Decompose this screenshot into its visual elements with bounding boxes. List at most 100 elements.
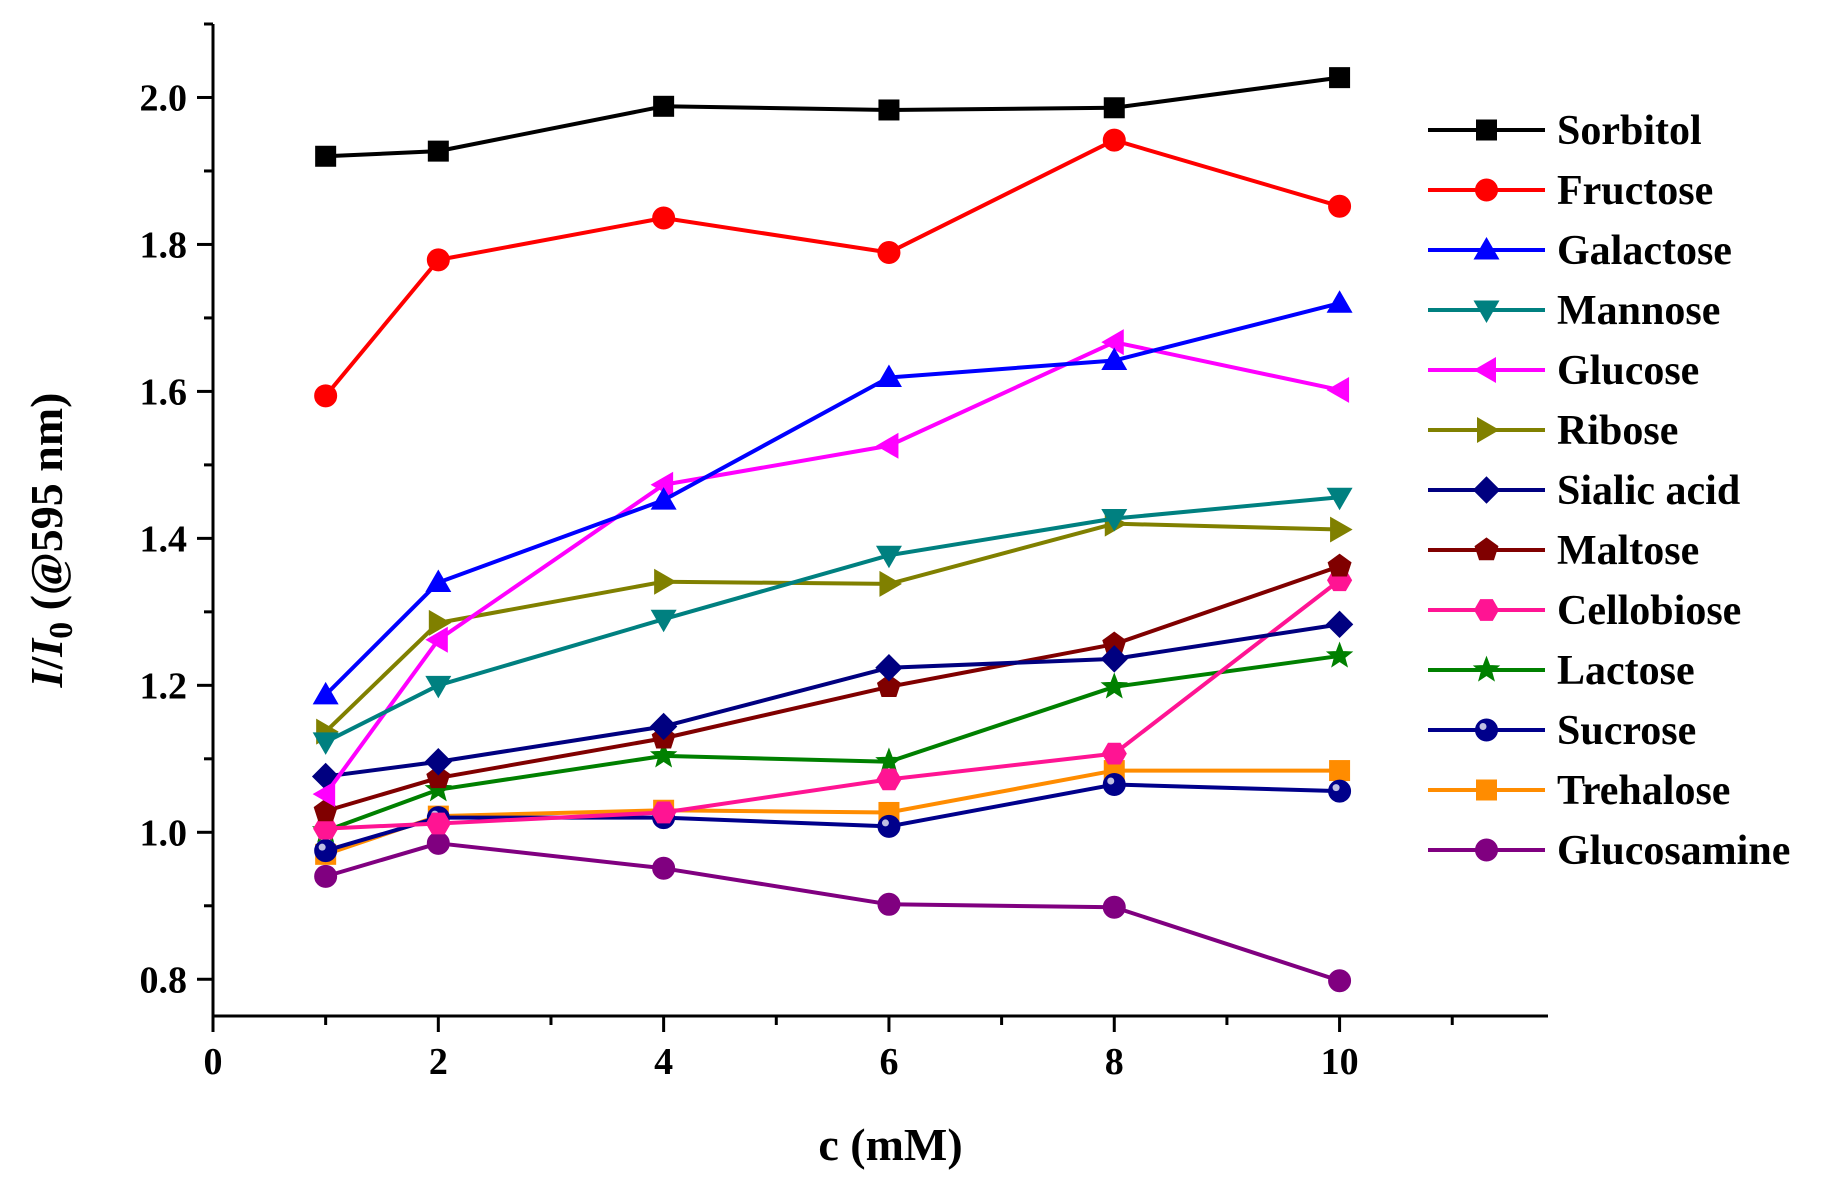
- data-point-mannose: [650, 609, 677, 633]
- data-point-fructose: [652, 206, 676, 230]
- series-line-sialic-acid: [325, 622, 1340, 779]
- series-fructose: [314, 128, 1352, 408]
- data-point-glucose: [1326, 376, 1350, 403]
- data-point-maltose: [426, 765, 451, 789]
- data-point-maltose: [876, 674, 901, 698]
- legend-label: Ribose: [1557, 408, 1678, 454]
- legend-label: Sorbitol: [1557, 108, 1702, 154]
- data-point-glucosamine: [314, 864, 338, 888]
- series-glucose: [312, 329, 1350, 808]
- legend-item-galactose: Galactose: [1428, 228, 1732, 274]
- data-point-maltose: [1327, 553, 1352, 577]
- y-tick-label: 1.6: [140, 371, 188, 413]
- legend-label: Galactose: [1557, 228, 1732, 274]
- legend-marker: [1474, 537, 1499, 561]
- series-line-lactose: [324, 653, 1340, 833]
- data-point-lactose: [875, 747, 903, 774]
- series-line-maltose: [325, 564, 1341, 813]
- data-point-lactose: [424, 775, 453, 802]
- legend: Sorbitol Fructose Galactose Mannose Glucose R…: [1428, 108, 1790, 874]
- marker-highlight: [1479, 723, 1487, 730]
- legend-item-maltose: Maltose: [1428, 528, 1699, 574]
- data-point-glucose: [425, 626, 448, 653]
- y-tick-label: 2.0: [140, 77, 188, 119]
- data-point-sialic-acid: [1325, 610, 1354, 639]
- legend-label: Fructose: [1557, 168, 1713, 214]
- series-line-fructose: [324, 138, 1341, 398]
- data-point-sorbitol: [315, 145, 337, 167]
- data-point-cellobiose: [313, 817, 339, 840]
- marker-highlight: [1107, 777, 1115, 785]
- legend-label: Mannose: [1557, 288, 1720, 334]
- data-point-fructose: [1102, 128, 1126, 152]
- data-point-trehalose: [1329, 760, 1351, 782]
- y-tick-label: 0.8: [140, 959, 188, 1001]
- data-point-galactose: [875, 364, 902, 387]
- series-line-sorbitol: [325, 75, 1340, 159]
- data-point-sorbitol: [1103, 97, 1125, 119]
- data-point-galactose: [425, 569, 452, 592]
- data-point-glucosamine: [877, 892, 901, 916]
- data-point-galactose: [1101, 347, 1128, 371]
- legend-label: Sialic acid: [1557, 468, 1740, 514]
- series-layer: [311, 67, 1354, 993]
- series-ribose: [316, 510, 1353, 745]
- legend-item-trehalose: Trehalose: [1428, 768, 1730, 814]
- data-point-ribose: [654, 568, 677, 595]
- ticks: 0 2 4 6 8 10 0.8 1.0 1.2 1.4 1.6 1.8 2.0: [140, 22, 1454, 1083]
- legend-marker: [1473, 599, 1500, 621]
- legend-marker: [1477, 417, 1500, 443]
- marker-highlight: [1332, 784, 1340, 792]
- data-point-galactose: [1326, 290, 1353, 313]
- y-tick-label: 1.2: [140, 665, 188, 707]
- series-sorbitol: [315, 67, 1351, 167]
- legend-marker: [1473, 236, 1500, 260]
- legend-label: Lactose: [1557, 648, 1695, 694]
- data-point-sialic-acid: [649, 712, 678, 741]
- data-point-glucose: [312, 781, 336, 808]
- series-line-ribose: [324, 521, 1340, 734]
- legend-item-sorbitol: Sorbitol: [1428, 108, 1702, 154]
- legend-item-sialic-acid: Sialic acid: [1428, 468, 1740, 514]
- data-point-sorbitol: [878, 99, 900, 121]
- legend-item-ribose: Ribose: [1428, 408, 1678, 454]
- legend-item-glucosamine: Glucosamine: [1428, 828, 1790, 874]
- legend-label: Maltose: [1557, 528, 1699, 574]
- data-point-sucrose: [314, 839, 338, 863]
- series-glucosamine: [314, 831, 1352, 993]
- series-sialic-acid: [311, 610, 1354, 791]
- data-point-glucose: [1101, 329, 1124, 356]
- legend-label: Trehalose: [1557, 768, 1730, 814]
- data-point-sorbitol: [427, 140, 449, 162]
- data-point-sucrose: [877, 814, 901, 838]
- data-point-glucosamine: [1328, 969, 1352, 993]
- data-point-galactose: [312, 681, 339, 705]
- marker-highlight: [318, 843, 326, 851]
- data-point-sialic-acid: [1100, 645, 1128, 673]
- legend-marker: [1475, 718, 1498, 742]
- series-maltose: [313, 553, 1352, 822]
- data-point-lactose: [1325, 641, 1354, 668]
- legend-item-glucose: Glucose: [1428, 348, 1699, 394]
- legend-marker: [1472, 476, 1501, 504]
- legend-label: Sucrose: [1557, 708, 1696, 754]
- legend-marker: [1476, 119, 1497, 141]
- data-point-cellobiose: [876, 768, 902, 791]
- data-point-cellobiose: [1101, 742, 1127, 765]
- x-tick-label: 4: [654, 1041, 673, 1083]
- x-tick-label: 2: [429, 1041, 448, 1083]
- series-galactose: [312, 290, 1353, 705]
- series-line-galactose: [324, 301, 1341, 697]
- legend-marker: [1473, 300, 1500, 324]
- data-point-sorbitol: [1329, 67, 1351, 89]
- series-line-cellobiose: [325, 578, 1341, 831]
- data-point-fructose: [426, 248, 450, 272]
- data-point-mannose: [1101, 509, 1128, 532]
- data-point-glucose: [875, 432, 899, 459]
- x-axis-title: c (mM): [818, 1119, 962, 1170]
- data-point-glucosamine: [1102, 895, 1126, 919]
- data-point-glucosamine: [652, 856, 676, 880]
- x-tick-label: 0: [204, 1041, 223, 1083]
- marker-highlight: [881, 819, 889, 827]
